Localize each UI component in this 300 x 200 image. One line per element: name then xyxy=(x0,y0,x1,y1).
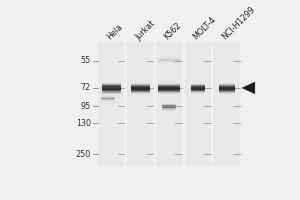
Bar xyxy=(156,42,182,166)
Text: 95: 95 xyxy=(81,102,91,111)
Bar xyxy=(127,42,153,166)
Bar xyxy=(185,42,211,166)
Text: 130: 130 xyxy=(76,119,91,128)
Text: Jurkat: Jurkat xyxy=(134,19,157,42)
Text: Hela: Hela xyxy=(105,23,124,42)
Text: NCI-H1299: NCI-H1299 xyxy=(220,5,257,42)
Text: MOLT-4: MOLT-4 xyxy=(191,15,218,42)
Text: 250: 250 xyxy=(76,150,91,159)
Bar xyxy=(98,42,124,166)
Text: 72: 72 xyxy=(81,83,91,92)
Text: 55: 55 xyxy=(81,56,91,65)
Bar xyxy=(214,42,240,166)
Polygon shape xyxy=(242,82,255,94)
Text: K562: K562 xyxy=(163,21,183,42)
